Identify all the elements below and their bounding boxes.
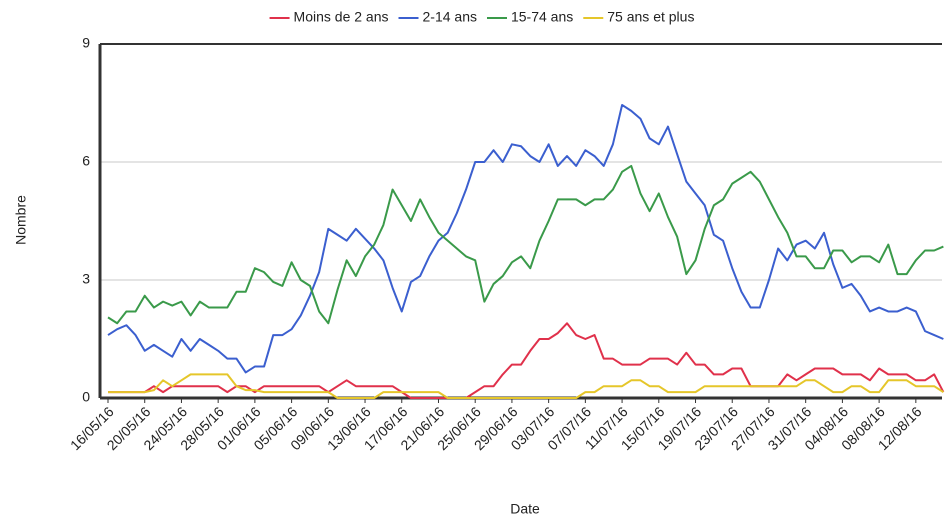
y-axis-label: Nombre [13,195,29,245]
series-line [108,322,945,399]
series-line [107,103,944,374]
legend-label: 2-14 ans [423,9,477,25]
series-line [107,164,944,325]
legend-label: Moins de 2 ans [294,9,389,25]
y-tick-label: 9 [82,35,90,51]
legend-label: 75 ans et plus [607,9,694,25]
y-tick-label: 3 [82,271,90,287]
x-axis-label: Date [510,501,540,517]
y-tick-label: 0 [82,389,90,405]
y-tick-label: 6 [82,153,90,169]
legend-label: 15-74 ans [511,9,573,25]
series-line [108,373,944,399]
